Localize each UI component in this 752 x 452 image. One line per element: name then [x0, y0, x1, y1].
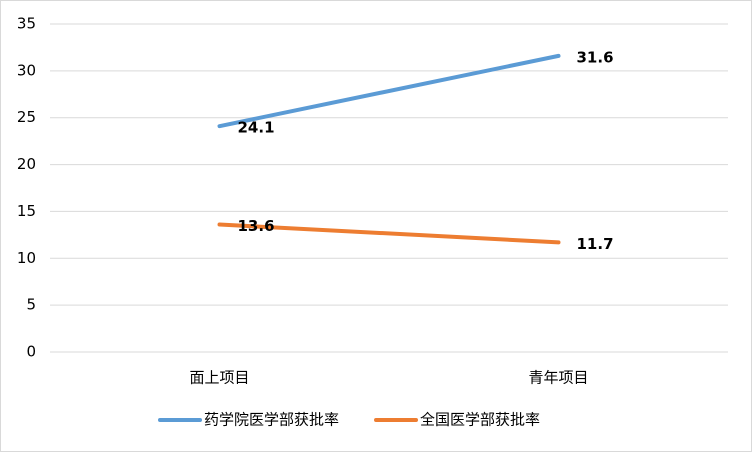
x-tick-label: 面上项目	[189, 369, 249, 387]
y-tick-label: 35	[17, 15, 36, 33]
data-label: 13.6	[238, 217, 275, 235]
data-label: 11.7	[577, 235, 614, 253]
data-label: 31.6	[577, 48, 614, 66]
data-label: 24.1	[238, 119, 275, 137]
series-line	[217, 222, 561, 245]
legend-label: 全国医学部获批率	[420, 411, 540, 429]
x-tick-label: 青年项目	[528, 369, 588, 387]
series-line	[217, 53, 561, 129]
y-tick-label: 30	[17, 61, 36, 79]
y-tick-label: 25	[17, 108, 36, 126]
y-tick-label: 15	[17, 202, 36, 220]
y-tick-label: 0	[26, 343, 36, 361]
y-tick-label: 5	[26, 296, 36, 314]
y-tick-label: 20	[17, 155, 36, 173]
legend-label: 药学院医学部获批率	[204, 411, 339, 429]
y-tick-label: 10	[17, 249, 36, 267]
